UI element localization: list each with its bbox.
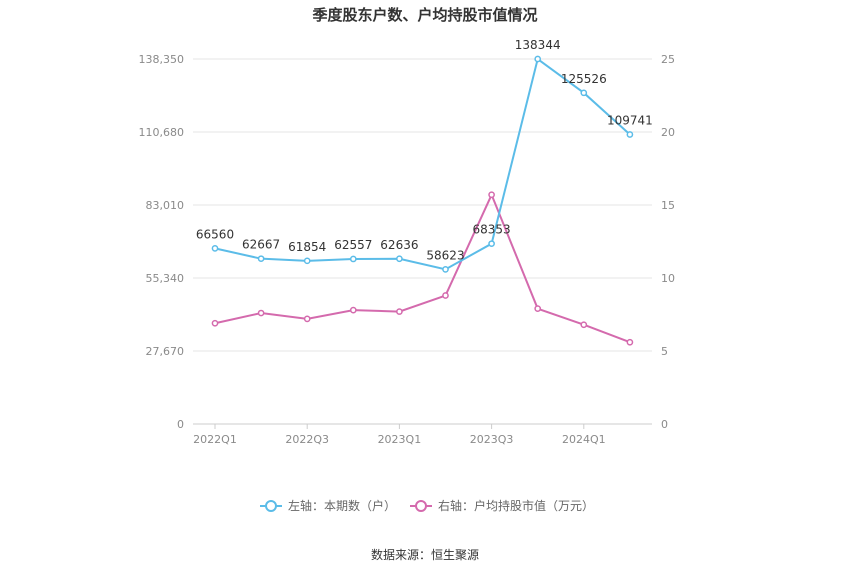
legend-label: 右轴：户均持股市值（万元） <box>438 498 594 513</box>
data-point <box>303 315 311 323</box>
data-label: 58623 <box>426 248 464 262</box>
source-note: 数据来源：恒生聚源 <box>371 547 479 562</box>
data-point <box>303 257 311 265</box>
left-axis-tick-label: 0 <box>177 418 184 431</box>
x-axis-tick-label: 2022Q1 <box>193 433 237 446</box>
data-point <box>257 255 265 263</box>
data-point <box>534 55 542 63</box>
data-label: 125526 <box>561 72 607 86</box>
axis-ticks: 0 0 27,670 5 55,340 10 83,010 15 110,680 20 138,35… <box>139 53 676 446</box>
data-point <box>396 255 403 263</box>
data-point <box>349 255 357 263</box>
legend-swatch-marker <box>265 500 277 512</box>
right-axis-tick-label: 10 <box>661 272 675 285</box>
left-axis-tick-label: 138,350 <box>139 53 185 66</box>
data-label: 138344 <box>515 38 561 52</box>
x-axis-tick-label: 2023Q1 <box>378 433 422 446</box>
right-axis-tick-label: 5 <box>661 345 668 358</box>
data-point <box>488 240 495 248</box>
left-axis-tick-label: 27,670 <box>146 345 185 358</box>
data-point <box>580 321 588 329</box>
data-label: 62667 <box>242 238 280 252</box>
x-axis-tick-label: 2023Q3 <box>470 433 514 446</box>
chart-title: 季度股东户数、户均持股市值情况 <box>312 6 537 24</box>
right-axis-tick-label: 25 <box>661 53 675 66</box>
right-axis-tick-label: 0 <box>661 418 668 431</box>
x-axis-tick-label: 2022Q3 <box>285 433 329 446</box>
data-point <box>442 292 449 299</box>
data-point <box>349 306 357 314</box>
data-point <box>626 131 634 138</box>
series-line <box>214 57 631 271</box>
data-label: 62557 <box>334 238 372 252</box>
data-label: 62636 <box>380 238 418 252</box>
data-point <box>396 308 403 315</box>
data-label: 61854 <box>288 240 326 254</box>
series-layer <box>211 55 634 346</box>
data-label: 66560 <box>196 227 234 241</box>
data-point <box>257 309 265 317</box>
right-axis-tick-label: 20 <box>661 126 675 139</box>
data-point <box>211 245 219 252</box>
legend-item[interactable]: 右轴：户均持股市值（万元） <box>410 498 594 513</box>
x-axis-tick-label: 2024Q1 <box>562 433 606 446</box>
legend-swatch-marker <box>415 500 427 512</box>
left-axis-tick-label: 55,340 <box>146 272 185 285</box>
data-point <box>211 319 219 327</box>
left-axis-tick-label: 83,010 <box>146 199 185 212</box>
grid <box>193 58 652 425</box>
data-label: 68353 <box>473 223 511 237</box>
legend-label: 左轴：本期数（户） <box>288 498 396 513</box>
data-labels: 66560 62667 61854 62557 62636 58623 68353 13834… <box>196 38 653 262</box>
legend-item[interactable]: 左轴：本期数（户） <box>260 498 396 513</box>
legend[interactable]: 左轴：本期数（户） 右轴：户均持股市值（万元） <box>260 498 594 513</box>
series-line <box>214 192 631 344</box>
data-point <box>442 265 449 273</box>
data-point <box>488 191 495 199</box>
data-label: 109741 <box>607 113 653 127</box>
data-point <box>580 89 588 97</box>
data-point <box>626 338 634 346</box>
right-axis-tick-label: 15 <box>661 199 675 212</box>
left-axis-tick-label: 110,680 <box>139 126 185 139</box>
data-point <box>534 305 542 313</box>
